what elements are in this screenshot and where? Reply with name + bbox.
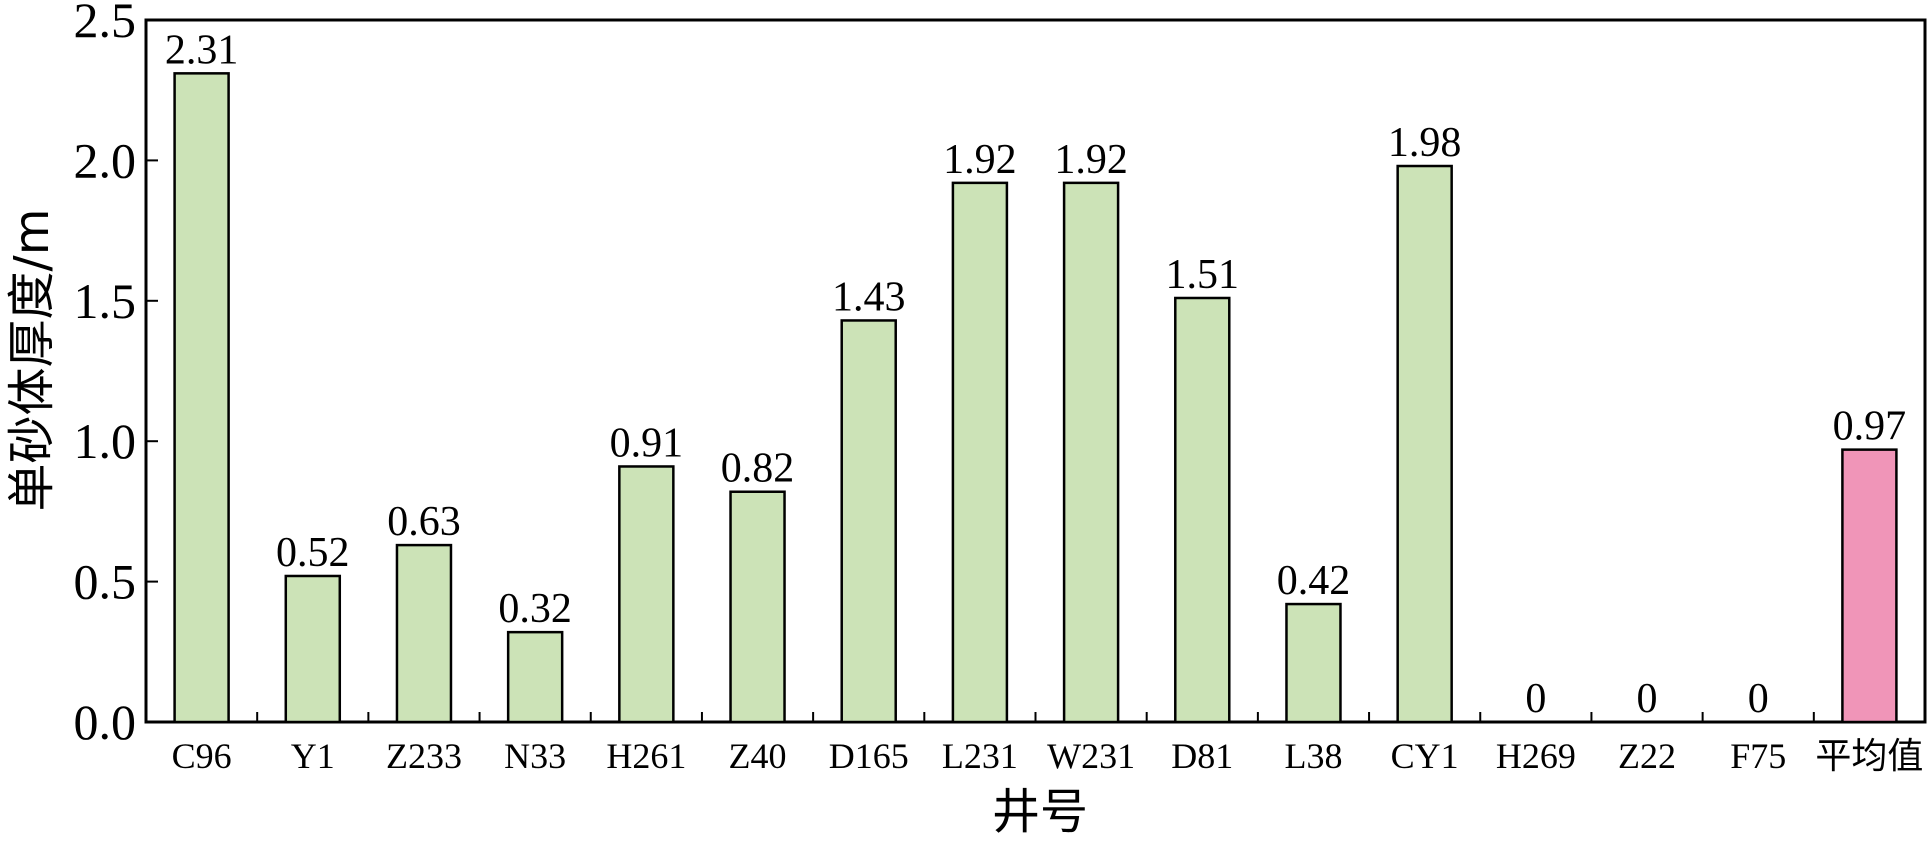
bar (840, 319, 897, 724)
bar-value-label: 0.32 (498, 586, 572, 632)
bar-value-label: 0 (1637, 676, 1658, 722)
bar-value-label: 1.92 (1054, 137, 1128, 183)
bar (729, 490, 786, 724)
bar-value-label: 0.52 (276, 530, 350, 576)
y-tick-label: 2.0 (74, 132, 137, 188)
bar-value-label: 0.63 (387, 499, 461, 545)
bar-value-label: 1.98 (1388, 120, 1462, 166)
x-tick-label: Z22 (1618, 736, 1676, 776)
x-tick-label: Z233 (386, 736, 462, 776)
bar-value-label: 0 (1525, 676, 1546, 722)
x-tick-label: L231 (942, 736, 1018, 776)
x-tick-label: F75 (1730, 736, 1786, 776)
bar (1396, 164, 1453, 724)
x-axis-title: 井号 (992, 784, 1088, 840)
bar-value-label: 0.97 (1833, 404, 1907, 450)
y-tick-label: 0.5 (74, 554, 137, 610)
bar (506, 630, 564, 724)
bar (173, 72, 230, 724)
bar (951, 181, 1009, 724)
bar-value-label: 1.92 (943, 137, 1017, 183)
bar (284, 574, 342, 724)
x-tick-label: N33 (504, 736, 566, 776)
y-tick-label: 1.5 (74, 273, 137, 329)
bar-value-label: 1.43 (832, 274, 906, 320)
x-tick-label: Z40 (729, 736, 787, 776)
x-tick-label: L38 (1284, 736, 1342, 776)
x-tick-label: W231 (1047, 736, 1135, 776)
bar (1285, 602, 1342, 724)
bar-value-label: 0 (1748, 676, 1769, 722)
bar-value-label: 0.91 (610, 420, 684, 466)
x-tick-label: D81 (1171, 736, 1233, 776)
bar-value-label: 2.31 (165, 27, 239, 73)
y-tick-label: 0.0 (74, 694, 137, 750)
bar (1062, 181, 1120, 724)
x-tick-label: D165 (829, 736, 909, 776)
y-axis-title: 单砂体厚度/m (4, 209, 60, 512)
y-tick-label: 1.0 (74, 413, 137, 469)
bar-value-label: 0.82 (721, 446, 795, 492)
x-tick-label: 平均值 (1815, 736, 1923, 776)
bar-average (1841, 448, 1898, 724)
x-tick-label: C96 (172, 736, 232, 776)
x-tick-label: H269 (1496, 736, 1576, 776)
bar-value-label: 0.42 (1277, 558, 1351, 604)
bar (395, 543, 453, 724)
x-tick-label: Y1 (291, 736, 335, 776)
x-tick-label: H261 (606, 736, 686, 776)
y-tick-label: 2.5 (74, 0, 137, 48)
bar (1174, 296, 1231, 724)
x-tick-label: CY1 (1391, 736, 1459, 776)
bar (618, 465, 675, 724)
bar-value-label: 1.51 (1166, 252, 1240, 298)
